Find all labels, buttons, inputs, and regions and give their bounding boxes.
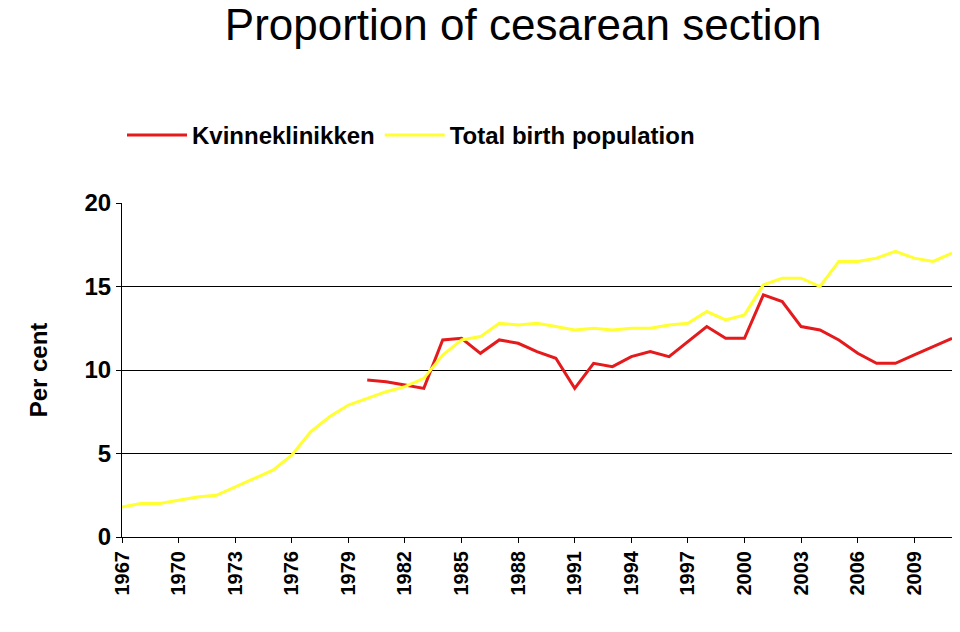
svg-text:20: 20 [84, 189, 111, 216]
svg-text:1982: 1982 [393, 551, 415, 596]
svg-text:1985: 1985 [450, 551, 472, 596]
svg-text:1991: 1991 [563, 551, 585, 596]
svg-text:Proportion of cesarean section: Proportion of cesarean section [225, 0, 822, 49]
svg-text:1970: 1970 [167, 551, 189, 596]
svg-text:Kvinneklinikken: Kvinneklinikken [192, 122, 375, 149]
svg-text:1973: 1973 [224, 551, 246, 596]
svg-text:15: 15 [84, 273, 111, 300]
svg-text:1979: 1979 [337, 551, 359, 596]
svg-text:1994: 1994 [620, 550, 642, 595]
svg-text:10: 10 [84, 356, 111, 383]
svg-text:2009: 2009 [903, 551, 925, 596]
svg-text:1997: 1997 [676, 551, 698, 596]
svg-text:1967: 1967 [111, 551, 133, 596]
svg-text:2000: 2000 [733, 551, 755, 596]
svg-text:Total birth population: Total birth population [450, 122, 695, 149]
svg-text:0: 0 [98, 523, 111, 550]
svg-text:Per cent: Per cent [25, 323, 52, 418]
svg-text:1988: 1988 [507, 551, 529, 596]
svg-text:2003: 2003 [790, 551, 812, 596]
svg-text:2006: 2006 [846, 551, 868, 596]
svg-text:5: 5 [98, 440, 111, 467]
svg-text:1976: 1976 [280, 551, 302, 596]
